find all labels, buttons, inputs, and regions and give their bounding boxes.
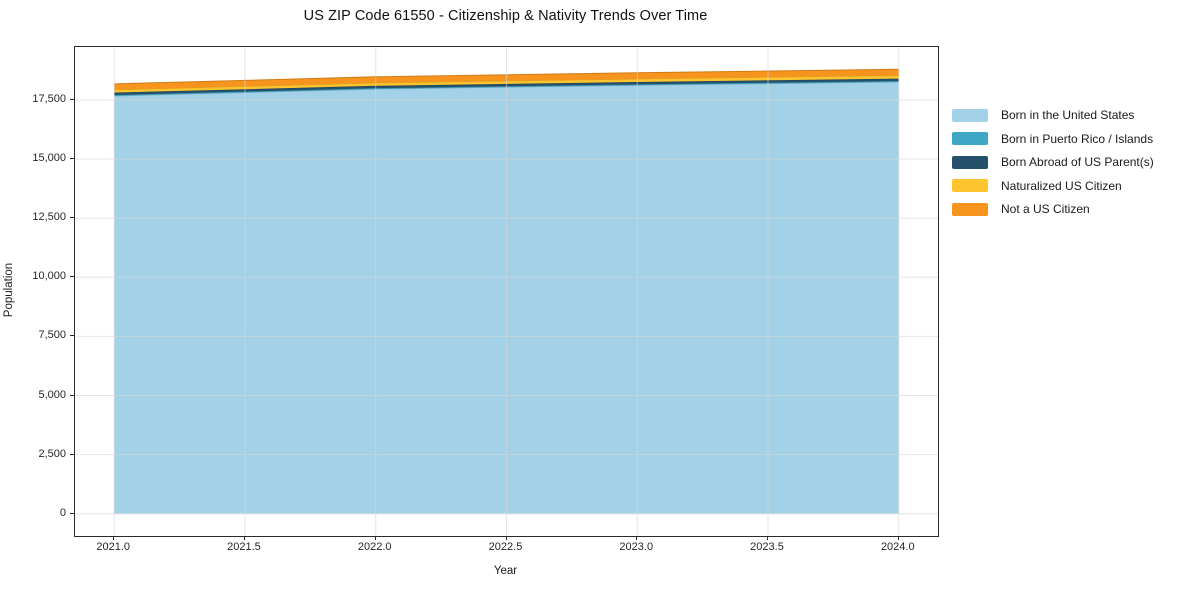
y-tick-label: 7,500 <box>38 329 66 342</box>
x-tick-label: 2021.0 <box>96 541 131 553</box>
y-tick-label: 10,000 <box>32 270 66 283</box>
legend-item: Not a US Citizen <box>952 202 1154 216</box>
stacked-area-canvas <box>75 47 938 536</box>
legend-label: Born in the United States <box>1001 108 1135 122</box>
y-axis-label: Population <box>3 262 15 318</box>
legend-label: Born Abroad of US Parent(s) <box>1001 155 1154 169</box>
x-tick-label: 2023.0 <box>619 541 654 553</box>
y-tick-label: 15,000 <box>32 152 66 165</box>
y-tick-label: 0 <box>59 506 66 519</box>
y-tick-mark <box>70 217 74 219</box>
legend-item: Born in Puerto Rico / Islands <box>952 132 1154 146</box>
x-tick-label: 2024.0 <box>880 541 915 553</box>
x-tick-mark <box>505 536 507 540</box>
x-tick-mark <box>767 536 768 540</box>
area-band <box>114 78 899 96</box>
y-tick-mark <box>70 512 74 514</box>
x-tick-mark <box>243 536 245 540</box>
x-tick-mark <box>113 536 115 540</box>
legend-item: Born in the United States <box>952 108 1154 122</box>
x-tick-label: 2021.5 <box>227 541 261 553</box>
y-tick-mark <box>70 98 74 100</box>
y-tick-mark <box>70 276 74 278</box>
x-tick-label: 2023.5 <box>750 541 784 553</box>
x-tick-mark <box>374 536 376 540</box>
x-axis-label: Year <box>493 565 518 577</box>
y-tick-label: 17,500 <box>32 92 66 105</box>
y-tick-mark <box>70 453 74 455</box>
y-tick-mark <box>70 158 74 160</box>
legend: Born in the United States Born in Puerto … <box>952 108 1154 216</box>
x-tick-mark <box>636 536 638 540</box>
x-tick-mark <box>897 536 899 540</box>
legend-swatch <box>952 155 988 169</box>
y-tick-mark <box>70 335 74 337</box>
area-band <box>114 75 899 93</box>
legend-label: Not a US Citizen <box>1001 202 1090 216</box>
legend-swatch <box>952 202 988 216</box>
chart-title: US ZIP Code 61550 - Citizenship & Nativi… <box>303 8 708 24</box>
legend-swatch <box>952 179 988 192</box>
x-tick-label: 2022.0 <box>357 541 392 553</box>
legend-swatch <box>952 108 988 122</box>
legend-swatch <box>952 132 988 145</box>
x-tick-label: 2022.5 <box>488 541 523 553</box>
plot-area <box>74 46 939 537</box>
y-tick-label: 12,500 <box>32 211 66 224</box>
y-tick-mark <box>70 394 74 396</box>
y-tick-label: 5,000 <box>38 388 66 401</box>
legend-item: Born Abroad of US Parent(s) <box>952 155 1154 169</box>
legend-label: Naturalized US Citizen <box>1001 178 1122 193</box>
y-tick-label: 2,500 <box>38 447 66 460</box>
legend-label: Born in Puerto Rico / Islands <box>1001 131 1154 146</box>
legend-item: Naturalized US Citizen <box>952 179 1154 193</box>
